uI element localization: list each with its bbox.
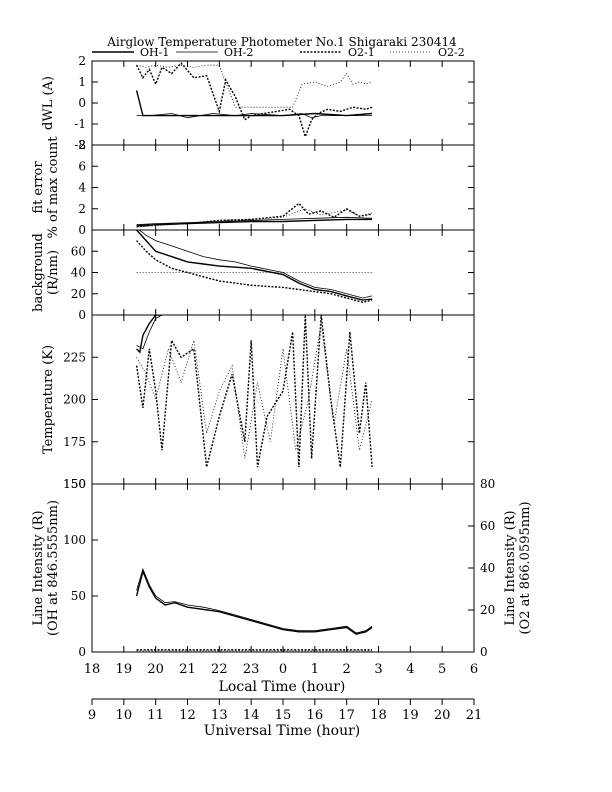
figure-title: Airglow Temperature Photometer No.1 Shig… [106, 35, 457, 49]
universal-time-tick-label: 11 [147, 708, 164, 723]
y-tick-label: 150 [63, 477, 86, 491]
y-tick-label: 6 [78, 159, 86, 173]
local-time-axis: 18 19 20 21 22 23 0 1 2 3 4 5 6 [84, 662, 478, 677]
y-axis-label-fit-error: fit error% of max count [31, 136, 61, 239]
local-time-tick-label: 2 [343, 662, 351, 677]
series-oh1-dwl [135, 90, 373, 117]
universal-time-tick-label: 12 [179, 708, 196, 723]
y-tick-label: 0 [78, 308, 86, 322]
local-time-tick-label: 19 [116, 662, 133, 677]
y-tick-label: 0 [78, 645, 86, 659]
universal-time-tick-label: 14 [243, 708, 260, 723]
universal-time-tick-label: 10 [116, 708, 133, 723]
legend-item-o21: O2-1 [300, 46, 375, 59]
panel-temperature: 150 175 200 225 Temperature (K) [41, 314, 475, 491]
y-tick-label: 200 [63, 393, 86, 407]
panel-frame-dwl [91, 60, 475, 146]
series-o21-dwl [135, 62, 373, 139]
legend-label-oh1: OH-1 [140, 46, 169, 59]
y-tick-label: -2 [74, 138, 86, 152]
series-oh2-temperature [136, 315, 163, 350]
y-tick-label: 2 [78, 202, 86, 216]
universal-time-tick-label: 17 [338, 708, 355, 723]
local-time-tick-label: 1 [311, 662, 319, 677]
legend-item-o22: O2-2 [390, 46, 465, 59]
y-tick-label: 0 [78, 96, 86, 110]
panels: -2 -1 0 1 2 dWL (A) 0 2 4 6 8 fit error% of max cou… [31, 54, 533, 659]
universal-time-tick-label: 15 [275, 708, 292, 723]
y-tick-label: 150 [63, 477, 86, 491]
y-axis-label-temperature: Temperature (K) [41, 345, 56, 454]
panel-dwl: -2 -1 0 1 2 dWL (A) [41, 54, 475, 152]
series-oh2-background [138, 230, 373, 299]
y-tick-label: 2 [78, 54, 86, 68]
universal-time-tick-label: 13 [211, 708, 228, 723]
panel-line-intensity: 0 50 100 150 0 20 40 60 80 Line Intensity (R)(OH … [31, 477, 533, 659]
local-time-tick-label: 4 [406, 662, 414, 677]
panel-frame-temperature [91, 314, 475, 485]
panel-frame-line-intensity [91, 483, 475, 653]
panel-frame-fit-error [91, 144, 475, 231]
universal-time-tick-label: 18 [370, 708, 387, 723]
universal-time-tick-label: 20 [434, 708, 451, 723]
y-tick-label: 20 [71, 287, 86, 301]
legend-item-oh2: OH-2 [176, 46, 253, 59]
y-axis-label-line-intensity: Line Intensity (R)(OH at 846.5555nm) [31, 500, 61, 636]
legend-label-o21: O2-1 [348, 46, 375, 59]
local-time-tick-label: 18 [84, 662, 101, 677]
universal-time-tick-label: 16 [307, 708, 324, 723]
universal-time-axis-label: Universal Time (hour) [204, 723, 361, 739]
y-tick-label: 1 [78, 75, 86, 89]
y-tick-label: -1 [74, 117, 86, 131]
y-axis-label-background: background(R/nm) [31, 233, 61, 312]
series-oh2-fit-error [136, 216, 373, 226]
series-oh2-line-intensity [136, 567, 373, 634]
universal-time-tick-label: 21 [466, 708, 483, 723]
series-oh1-background [136, 230, 373, 301]
universal-time-axis: 9 10 11 12 13 14 15 16 17 18 19 20 21 [88, 698, 483, 723]
local-time-tick-label: 22 [211, 662, 228, 677]
local-time-tick-label: 5 [438, 662, 446, 677]
y-tick-label-right: 80 [480, 477, 495, 491]
local-time-tick-label: 3 [374, 662, 382, 677]
legend-label-oh2: OH-2 [224, 46, 253, 59]
y-tick-label: 0 [78, 223, 86, 237]
y-tick-label: 8 [78, 138, 86, 152]
local-time-tick-label: 6 [470, 662, 478, 677]
local-time-tick-label: 21 [179, 662, 196, 677]
series-o22-temperature [136, 323, 373, 459]
local-time-tick-label: 0 [279, 662, 287, 677]
y-tick-label-right: 40 [480, 561, 495, 575]
series-oh1-temperature [136, 315, 162, 354]
legend-label-o22: O2-2 [438, 46, 465, 59]
series-oh1-line-intensity [135, 569, 373, 635]
panel-background: 0 20 40 60 background(R/nm) [31, 229, 475, 322]
y-tick-label: 50 [71, 589, 86, 603]
local-time-tick-label: 23 [243, 662, 260, 677]
y-axis-label-dwl: dWL (A) [41, 76, 56, 130]
legend-item-oh1: OH-1 [92, 46, 169, 59]
series-o21-fit-error [136, 202, 373, 228]
y-tick-label-right: 0 [480, 645, 488, 659]
y-tick-label-right: 20 [480, 603, 495, 617]
universal-time-tick-label: 9 [88, 708, 96, 723]
series-o22-dwl [136, 64, 373, 108]
y-axis-label-right-line-intensity: Line Intensity (R)(O2 at 866.0595nm) [503, 501, 533, 634]
series-o21-temperature [135, 315, 373, 468]
universal-time-tick-label: 19 [402, 708, 419, 723]
series-oh2-dwl [136, 113, 373, 119]
y-tick-label: 225 [63, 350, 86, 364]
legend: OH-1 OH-2 O2-1 O2-2 [92, 46, 465, 59]
y-tick-label: 60 [71, 244, 86, 258]
panel-fit-error: 0 2 4 6 8 fit error% of max count [31, 136, 475, 239]
y-tick-label: 100 [63, 533, 86, 547]
local-time-tick-label: 20 [147, 662, 164, 677]
y-tick-label-right: 60 [480, 519, 495, 533]
local-time-axis-label: Local Time (hour) [219, 679, 346, 695]
y-tick-label: 40 [71, 266, 86, 280]
y-tick-label: 4 [78, 181, 86, 195]
y-tick-label: 175 [63, 435, 86, 449]
series-o21-background [136, 240, 373, 304]
